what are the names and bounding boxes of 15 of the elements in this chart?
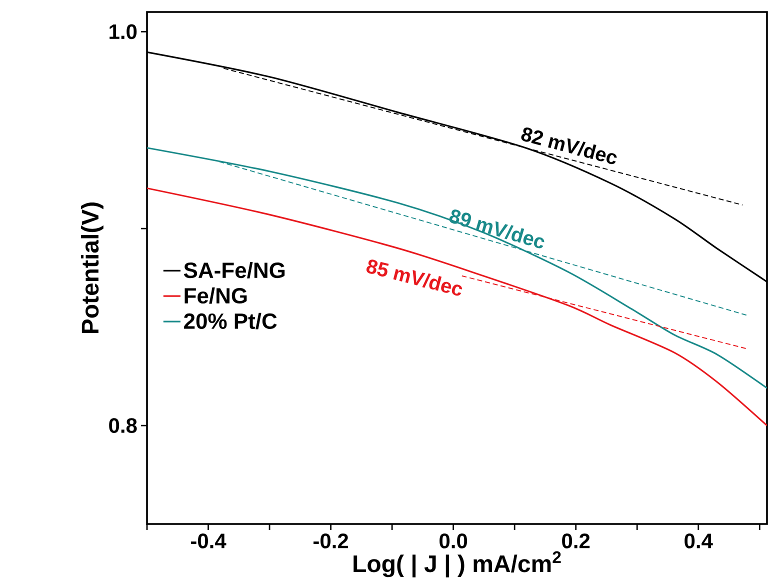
- y-tick-label: 0.8: [109, 418, 137, 433]
- x-axis-title: Log( | J | ) mA/cm$^{2}$: [354, 551, 561, 578]
- legend-label: SA-Fe/NG: [184, 262, 285, 278]
- x-tick-label: 0.4: [684, 534, 713, 548]
- annotation: 85 mV/dec: [366, 260, 462, 296]
- x-tick-label: -0.4: [190, 534, 226, 548]
- line-series: [147, 187, 767, 426]
- x-tick-label: -0.2: [314, 534, 348, 548]
- y-tick-label: 1.0: [110, 24, 137, 40]
- legend-label: Fe/NG: [184, 287, 247, 304]
- x-tick-label: 0.0: [440, 534, 468, 548]
- y-axis-title: Potential(V): [81, 202, 104, 334]
- x-tick-label: 0.2: [562, 534, 590, 548]
- legend-label: 20% Pt/C: [184, 312, 277, 330]
- annotation: 82 mV/dec: [521, 128, 617, 164]
